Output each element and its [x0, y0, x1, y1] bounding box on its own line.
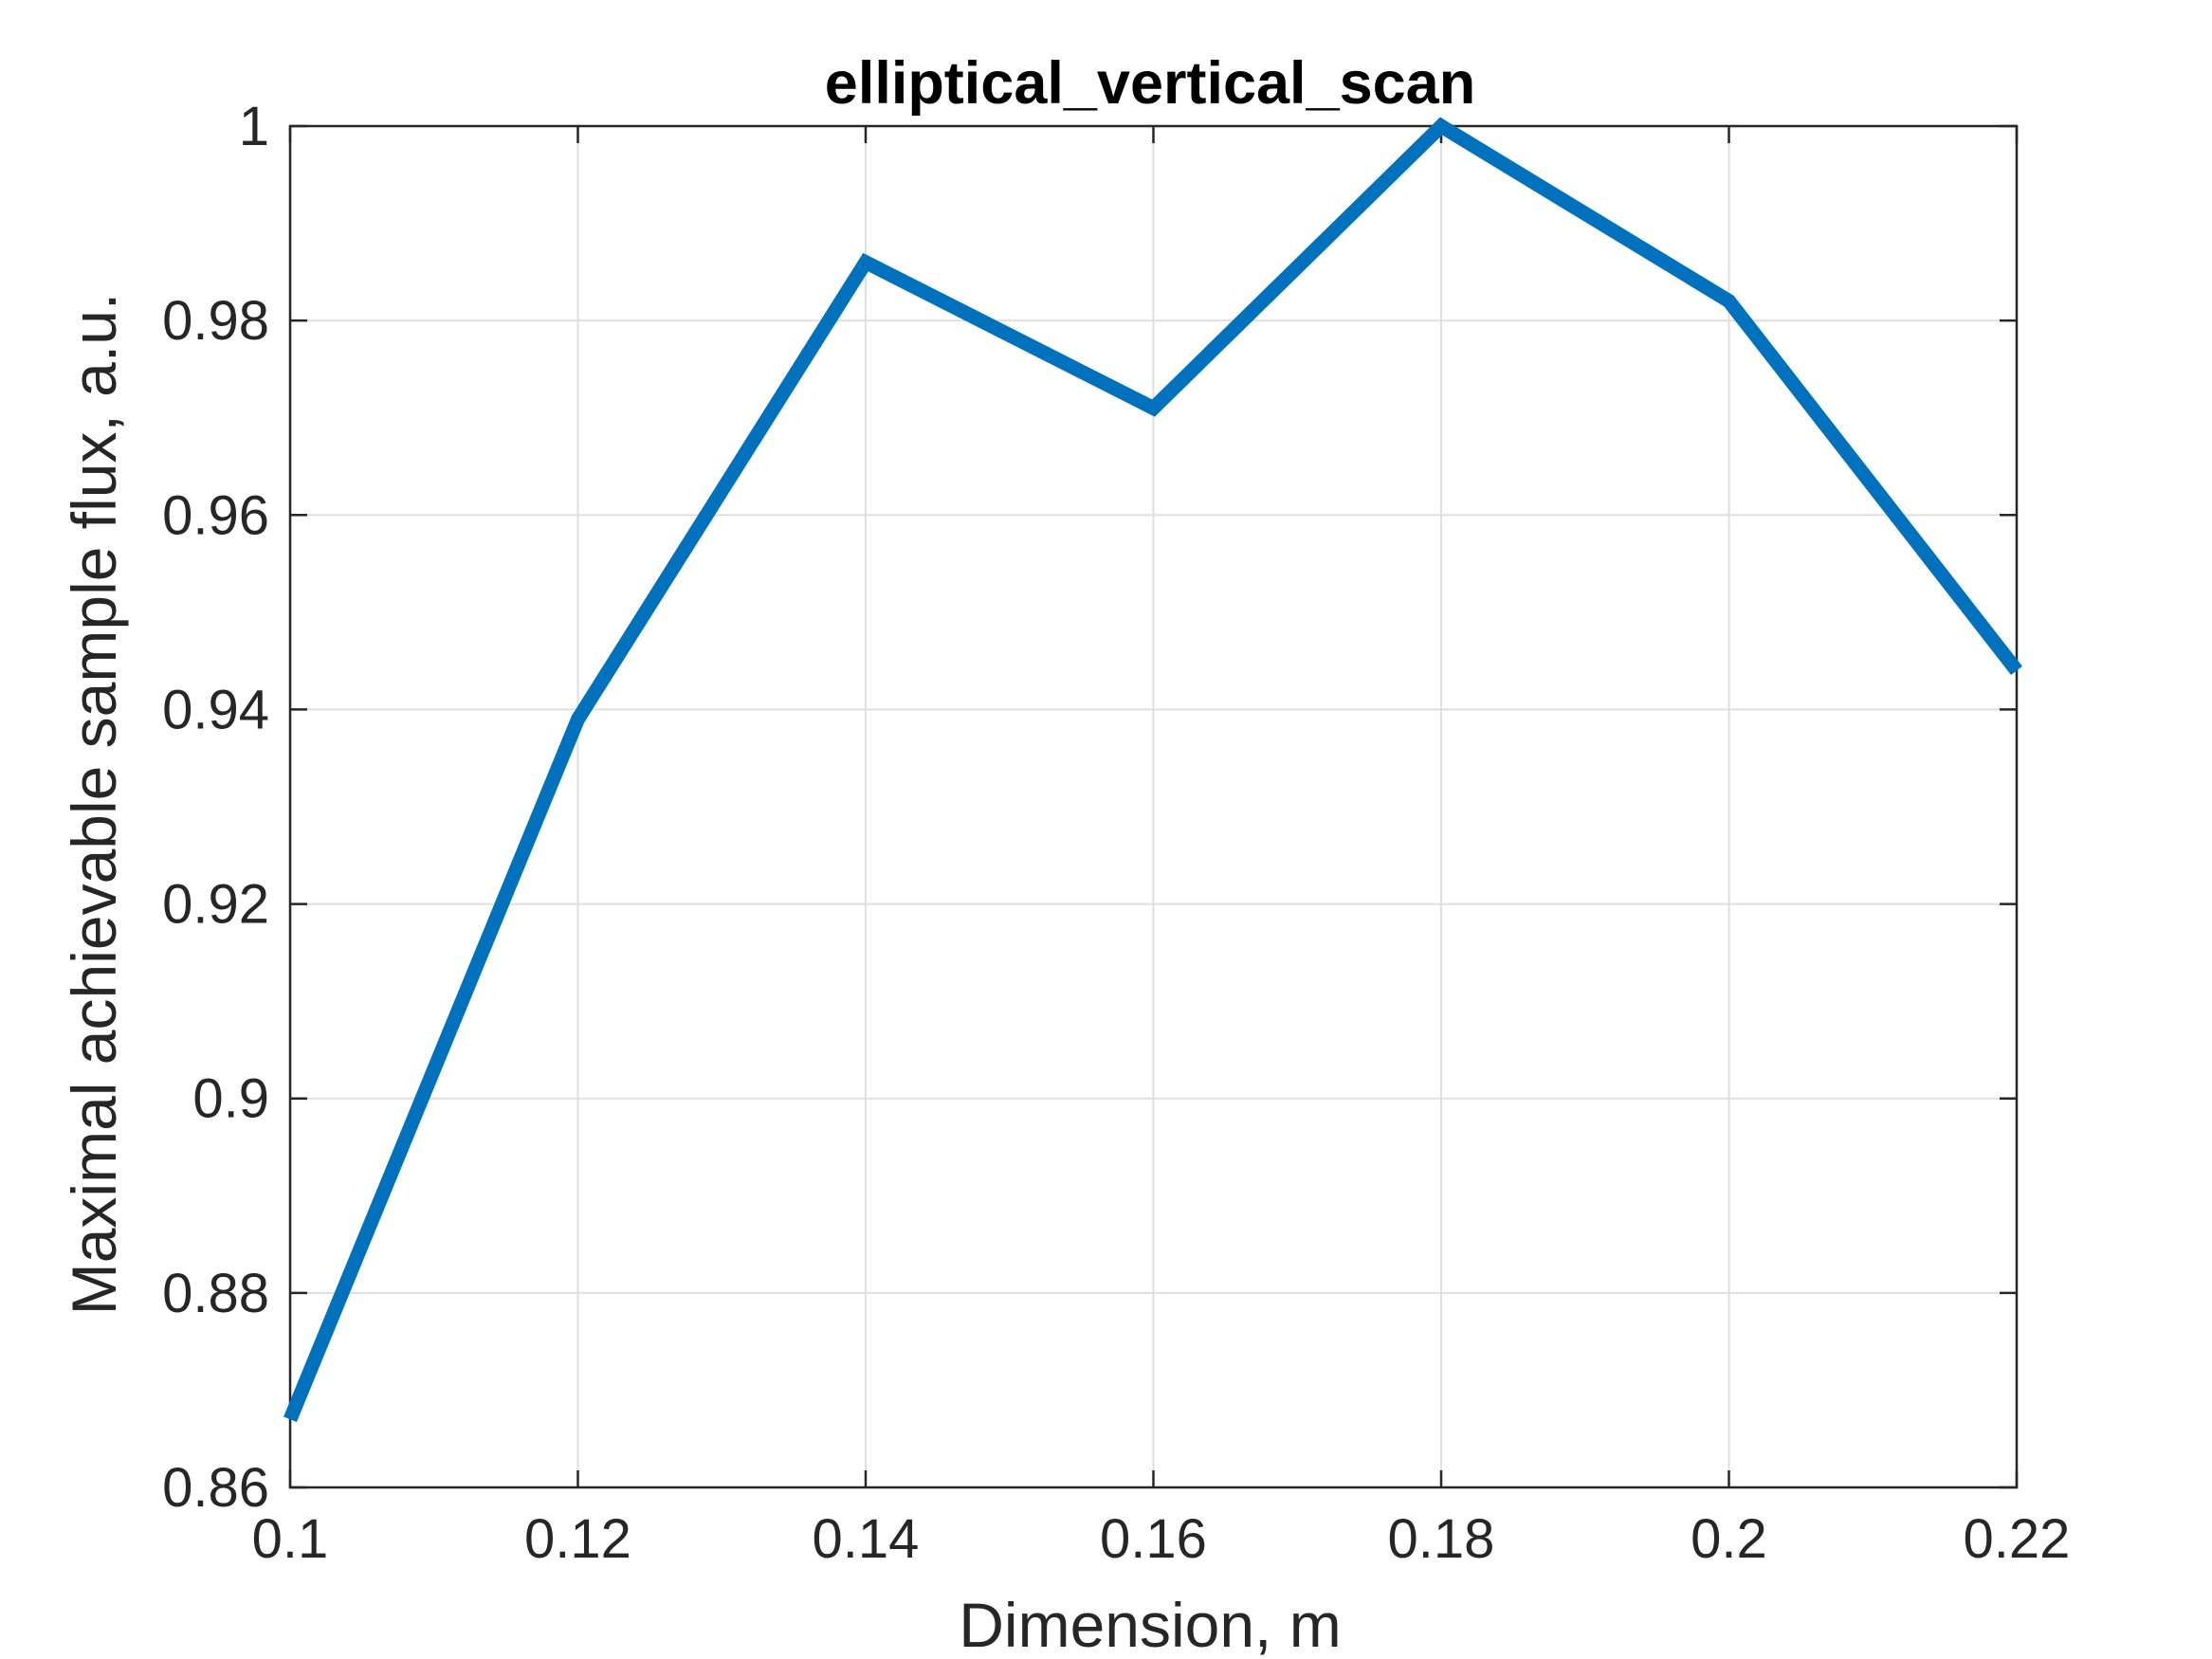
y-tick-label: 0.96 [162, 484, 269, 546]
series-line [283, 117, 2022, 1423]
y-tick-label: 0.86 [162, 1457, 269, 1519]
chart-title: elliptical_vertical_scan [825, 50, 1475, 117]
x-tick-label: 0.2 [1691, 1508, 1767, 1570]
x-tick-label: 0.14 [813, 1508, 920, 1570]
y-tick-label: 0.9 [192, 1068, 269, 1130]
tick-marks [288, 124, 2019, 1489]
y-tick-labels: 0.86 0.88 0.9 0.92 0.94 0.96 0.98 1 [162, 96, 269, 1519]
x-tick-label: 0.22 [1964, 1508, 2071, 1570]
y-tick-label: 0.88 [162, 1263, 269, 1324]
y-tick-label: 0.94 [162, 679, 269, 740]
y-tick-label: 0.92 [162, 874, 269, 936]
x-tick-label: 0.12 [524, 1508, 631, 1570]
y-axis-label: Maximal achievable sample flux, a.u. [59, 293, 129, 1316]
y-tick-label: 0.98 [162, 290, 269, 352]
series-layer [283, 117, 2022, 1423]
x-axis-label: Dimension, m [959, 1590, 1341, 1659]
x-tick-label: 0.1 [252, 1508, 329, 1570]
x-tick-labels: 0.1 0.12 0.14 0.16 0.18 0.2 0.22 [252, 1508, 2071, 1570]
y-tick-label: 1 [239, 96, 269, 157]
x-tick-label: 0.18 [1388, 1508, 1495, 1570]
x-tick-label: 0.16 [1100, 1508, 1207, 1570]
